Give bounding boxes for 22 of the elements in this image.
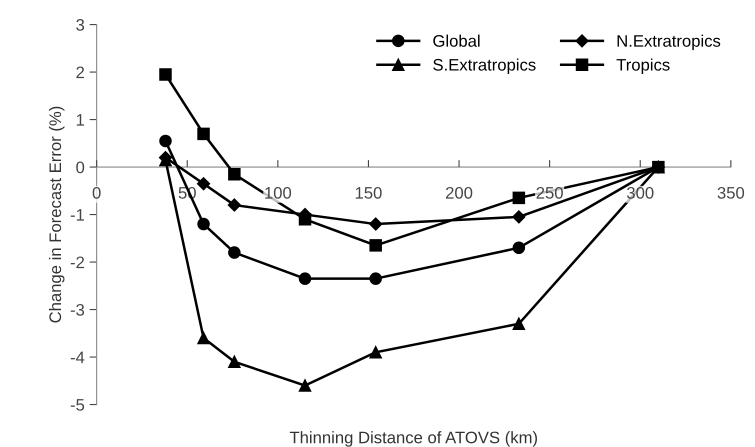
legend-label: N.Extratropics [618,34,720,50]
x-axis-title: Thinning Distance of ATOVS (km) [290,431,537,447]
x-tick-label: 200 [446,186,472,199]
x-tick-label: 150 [356,186,382,199]
y-tick-label: -1 [70,209,84,221]
y-tick-label: 3 [76,18,84,31]
x-tick-label: 350 [718,186,744,199]
legend-label: Tropics [616,58,670,74]
y-tick-label: 2 [76,66,84,78]
x-tick-label: 0 [92,186,101,199]
y-tick-label: -3 [70,304,84,316]
y-tick-label: -5 [70,399,84,411]
y-tick-label: 1 [76,114,84,126]
legend-label: Global [433,34,480,47]
legend-label: S.Extratropics [433,58,536,74]
y-tick-label: -4 [70,352,84,364]
x-tick-label: 250 [536,186,563,199]
y-axis-title: Change in Forecast Error (%) [48,106,64,323]
y-tick-label: -2 [70,256,84,268]
x-tick-label: 100 [265,186,292,199]
x-tick-label: 300 [626,186,654,199]
y-tick-label: 0 [76,161,84,174]
